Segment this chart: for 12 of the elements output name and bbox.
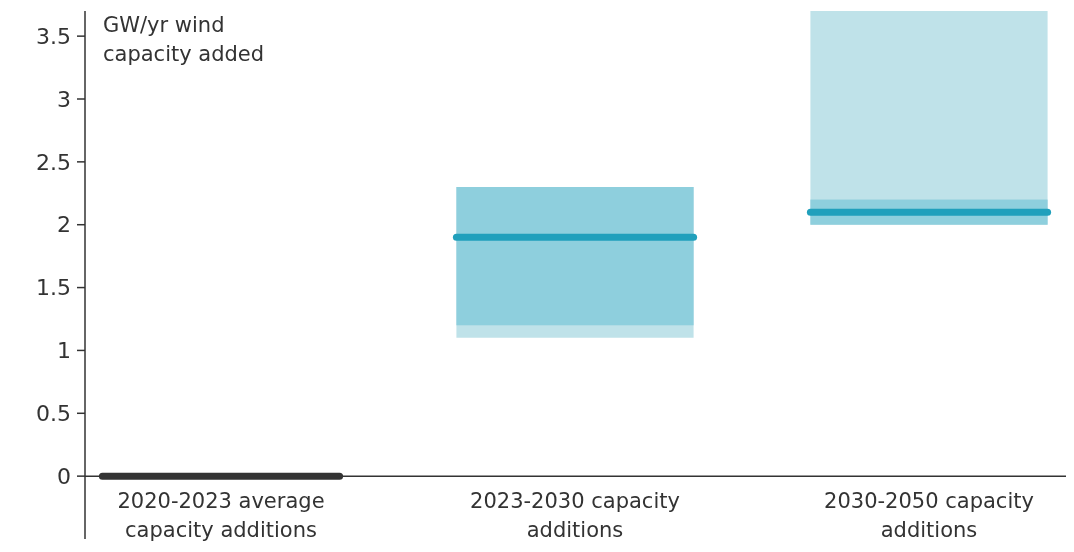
y-tick-label: 0 [57,463,71,489]
y-tick-label: 0.5 [36,400,71,426]
y-tick-label: 2.5 [36,149,71,175]
y-tick-label: 3.5 [36,23,71,49]
y-tick-label: 1.5 [36,275,71,301]
x-tick-label: 2023-2030 capacity additions [470,489,680,543]
y-tick-label: 1 [57,338,71,364]
x-tick-label: 2020-2023 average capacity additions [117,489,325,543]
x-tick-label: 2030-2050 capacity additions [824,489,1034,543]
y-tick-label: 2 [57,212,71,238]
y-tick-label: 3 [57,86,71,112]
y-axis-title: GW/yr wind capacity added [103,13,265,66]
